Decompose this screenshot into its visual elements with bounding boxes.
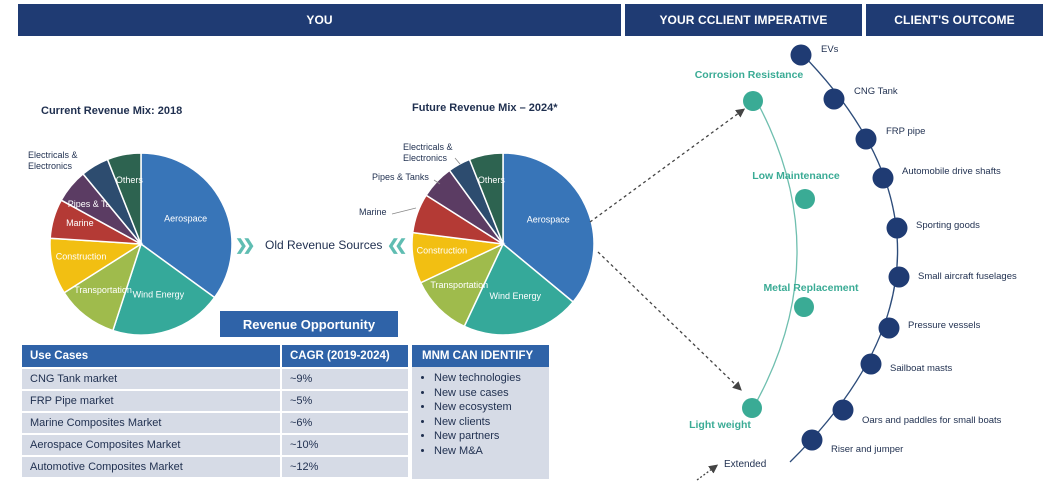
table-row: FRP Pipe market ~5% xyxy=(22,389,410,412)
outcome-label: Sporting goods xyxy=(916,220,980,231)
dashed-arrow-bottom xyxy=(597,251,742,391)
table-row: Aerospace Composites Market ~10% xyxy=(22,433,410,456)
list-item: New partners xyxy=(434,429,549,444)
outcome-node xyxy=(872,167,894,189)
table-cell: ~5% xyxy=(281,389,410,412)
header-imperative: YOUR CCLIENT IMPERATIVE xyxy=(625,4,862,36)
table-cell: Automotive Composites Market xyxy=(22,455,282,477)
pie-label: Electricals & Electronics xyxy=(403,142,453,163)
imperative-label: Corrosion Resistance xyxy=(695,69,804,81)
header-you: YOU xyxy=(18,4,621,36)
imperative-label: Low Maintenance xyxy=(752,170,840,182)
outcome-node xyxy=(823,88,845,110)
imperative-label: Light weight xyxy=(689,419,751,431)
pie-label: Pipes & Tanks xyxy=(372,172,429,182)
pie-label: Others xyxy=(478,175,506,185)
imperative-arc xyxy=(751,99,798,411)
pie-label: Others xyxy=(116,175,144,185)
pie-slice-wind-energy xyxy=(111,242,216,336)
list-item: New clients xyxy=(434,415,549,430)
outcome-label: EVs xyxy=(821,44,839,55)
pie-label: Aerospace xyxy=(164,213,207,223)
table-cell: CNG Tank market xyxy=(22,367,282,390)
pie-slice-wind-energy xyxy=(463,242,575,336)
table-header-use-cases: Use Cases xyxy=(22,345,282,368)
mnm-list: New technologies New use cases New ecosy… xyxy=(412,371,549,458)
pie-slice-others xyxy=(106,152,142,245)
table-cell: FRP Pipe market xyxy=(22,389,282,412)
pie-label: Construction xyxy=(417,246,468,256)
list-item: New use cases xyxy=(434,386,549,401)
pie-label: Transportation xyxy=(74,285,132,295)
current-pie-title: Current Revenue Mix: 2018 xyxy=(41,105,183,117)
table-cell: Aerospace Composites Market xyxy=(22,433,282,456)
mnm-title: MNM CAN IDENTIFY xyxy=(412,345,549,367)
table-cell: Marine Composites Market xyxy=(22,411,282,434)
list-item: New M&A xyxy=(434,444,549,459)
list-item: New technologies xyxy=(434,371,549,386)
pie-label: Construction xyxy=(56,251,107,261)
table-cell: ~6% xyxy=(281,411,410,434)
list-item: New ecosystem xyxy=(434,400,549,415)
imperative-node xyxy=(743,91,763,111)
outcome-label: Pressure vessels xyxy=(908,320,981,331)
outcome-node xyxy=(801,429,823,451)
table-cell: ~10% xyxy=(281,433,410,456)
pie-label: Marine xyxy=(66,218,94,228)
outcome-node xyxy=(790,44,812,66)
outcome-label: CNG Tank xyxy=(854,86,898,97)
outcome-node xyxy=(860,353,882,375)
table-cell: ~12% xyxy=(281,455,410,477)
imperative-label: Metal Replacement xyxy=(763,282,859,294)
outcome-node xyxy=(832,399,854,421)
pie-label: Electricals & Electronics xyxy=(28,150,78,171)
header-outcome: CLIENT'S OUTCOME xyxy=(866,4,1043,36)
table-row: Automotive Composites Market ~12% xyxy=(22,455,410,477)
imperative-node xyxy=(795,189,815,209)
outcome-label: FRP pipe xyxy=(886,126,925,137)
outcome-label: Oars and paddles for small boats xyxy=(862,415,1002,426)
pie-label: Transportation xyxy=(430,280,488,290)
pie-label: Pipes & Tanks xyxy=(68,199,125,209)
table-row: CNG Tank market ~9% xyxy=(22,367,410,390)
outcome-label: Small aircraft fuselages xyxy=(918,271,1017,282)
use-cases-table: Use Cases CAGR (2019-2024) CNG Tank mark… xyxy=(22,345,410,477)
pie-slice-aerospace xyxy=(140,152,233,299)
pie-label: Marine xyxy=(359,207,387,217)
leader-line xyxy=(433,179,441,185)
leader-line xyxy=(391,207,417,215)
extended-label: Extended xyxy=(724,459,766,470)
outcome-label: Automobile drive shafts xyxy=(902,166,1001,177)
future-pie-title: Future Revenue Mix – 2024* xyxy=(412,102,558,114)
table-row: Marine Composites Market ~6% xyxy=(22,411,410,434)
pie-label: Wind Energy xyxy=(133,290,185,300)
outcome-node xyxy=(855,128,877,150)
table-header-cagr: CAGR (2019-2024) xyxy=(281,345,410,368)
pie-slice-others xyxy=(468,152,504,245)
dashed-arrow-top xyxy=(589,108,746,223)
leader-line xyxy=(454,157,461,165)
outcome-node xyxy=(886,217,908,239)
outcome-label: Sailboat masts xyxy=(890,363,953,374)
imperative-node xyxy=(742,398,762,418)
outcome-label: Riser and jumper xyxy=(831,444,903,455)
mnm-can-identify-box: MNM CAN IDENTIFY New technologies New us… xyxy=(412,345,549,479)
extended-arrow xyxy=(696,464,719,481)
pie-label: Aerospace xyxy=(527,215,570,225)
old-revenue-sources-label: Old Revenue Sources xyxy=(265,238,383,252)
outcome-node xyxy=(888,266,910,288)
outcome-node xyxy=(878,317,900,339)
table-cell: ~9% xyxy=(281,367,410,390)
imperative-node xyxy=(794,297,814,317)
revenue-opportunity-banner: Revenue Opportunity xyxy=(220,311,398,337)
pie-slice-aerospace xyxy=(502,152,595,304)
pie-label: Wind Energy xyxy=(490,291,542,301)
